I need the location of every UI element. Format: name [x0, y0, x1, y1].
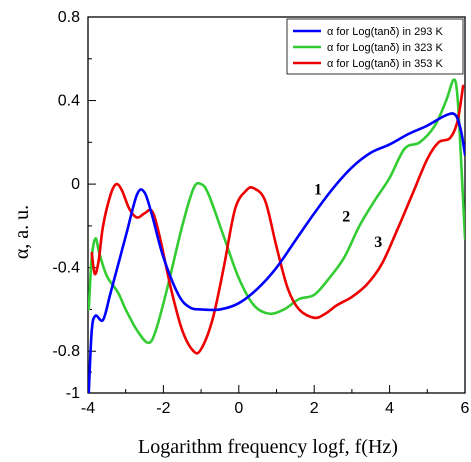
x-tick-label: 4 — [385, 400, 394, 417]
series-annotation-1: 1 — [314, 182, 322, 199]
series-annotations: 1 2 3 — [314, 182, 382, 251]
series-annotation-3: 3 — [374, 234, 382, 251]
y-axis-label: α, a. u. — [11, 205, 33, 259]
y-tick-label: -0.8 — [52, 343, 80, 360]
legend-label: α for Log(tanδ) in 293 K — [327, 26, 443, 38]
x-tick-label: 6 — [461, 400, 470, 417]
legend: α for Log(tanδ) in 293 K α for Log(tanδ) … — [286, 18, 464, 75]
legend-label: α for Log(tanδ) in 353 K — [327, 58, 443, 70]
y-tick-label: -0.4 — [52, 260, 80, 277]
series-annotation-2: 2 — [342, 209, 350, 226]
x-tick-label: -2 — [156, 400, 170, 417]
x-tick-label: 2 — [310, 400, 319, 417]
series-line-2 — [88, 78, 465, 345]
series-line-3 — [90, 84, 465, 355]
legend-label: α for Log(tanδ) in 323 K — [327, 42, 443, 54]
x-tick-label: -4 — [81, 400, 95, 417]
x-tick-label: 0 — [234, 400, 243, 417]
series-lines — [88, 78, 465, 393]
y-tick-label: 0 — [71, 176, 80, 193]
y-tick-label: 0.4 — [58, 93, 80, 110]
y-tick-label: 0.8 — [58, 9, 80, 26]
series-line-1 — [88, 112, 465, 393]
x-axis-label: Logarithm frequency logf, f(Hz) — [138, 436, 398, 458]
axis-tick-labels: -4 -2 0 2 4 6 0.8 0.4 0 -0.4 -0.8 -1 — [52, 9, 469, 417]
y-tick-label: -1 — [66, 385, 80, 402]
